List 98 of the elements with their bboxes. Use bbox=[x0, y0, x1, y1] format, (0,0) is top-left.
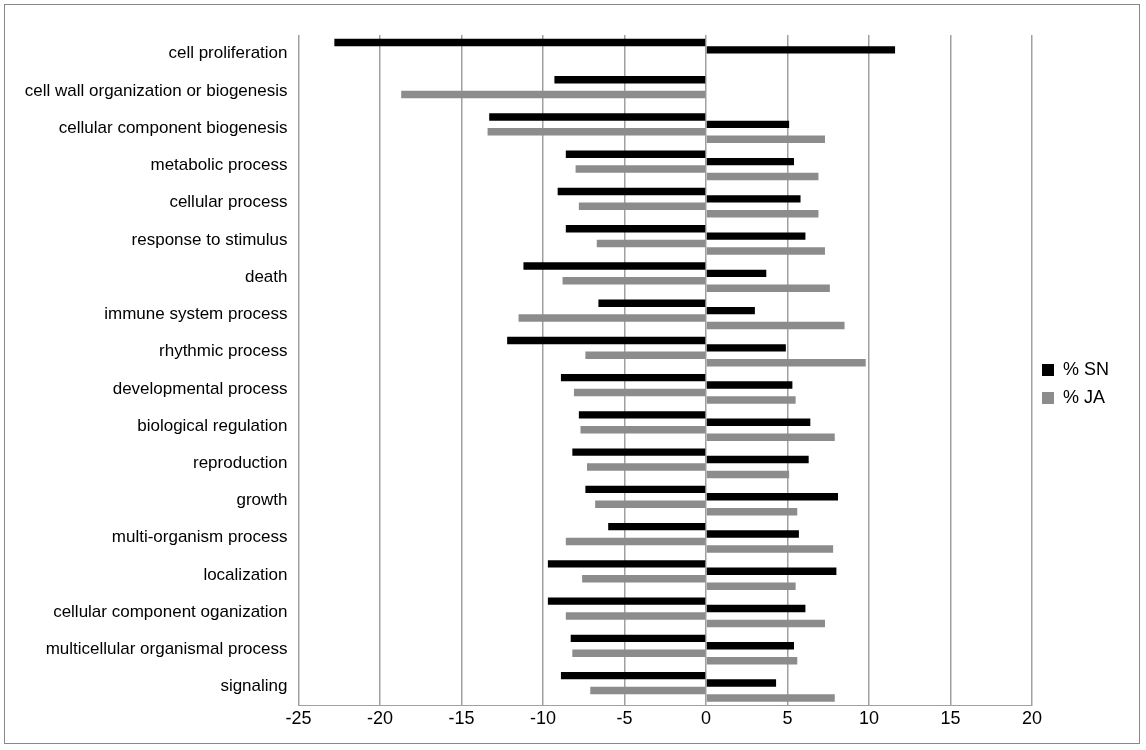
bar bbox=[706, 396, 796, 404]
legend-label: % JA bbox=[1062, 386, 1105, 407]
bar bbox=[334, 38, 706, 47]
bar bbox=[562, 277, 706, 285]
bar bbox=[706, 359, 866, 367]
bar bbox=[518, 314, 706, 322]
bar bbox=[580, 426, 706, 434]
bar bbox=[706, 344, 786, 352]
x-tick-label: 15 bbox=[940, 708, 961, 729]
x-tick-label: 0 bbox=[700, 708, 711, 729]
y-tick-label: biological regulation bbox=[137, 415, 288, 435]
bar bbox=[706, 210, 819, 218]
bar bbox=[578, 411, 706, 419]
bar bbox=[706, 269, 767, 278]
bar bbox=[489, 113, 706, 121]
bar bbox=[596, 239, 706, 248]
y-tick-label: multicellular organismal process bbox=[45, 639, 288, 659]
bar bbox=[706, 306, 755, 315]
x-tick-label: -20 bbox=[366, 708, 394, 729]
bar bbox=[706, 321, 845, 330]
bar bbox=[706, 619, 825, 628]
bar bbox=[573, 388, 706, 397]
y-tick-label: cellular component biogenesis bbox=[58, 117, 288, 137]
bar bbox=[401, 90, 706, 99]
bar bbox=[706, 157, 795, 166]
bar bbox=[560, 373, 706, 382]
y-tick-label: cell proliferation bbox=[168, 43, 288, 63]
bar bbox=[570, 634, 706, 643]
bar bbox=[706, 679, 777, 687]
y-tick-label: signaling bbox=[220, 676, 288, 696]
y-tick-label: cellular process bbox=[169, 192, 288, 212]
bar bbox=[706, 642, 795, 650]
y-tick-label: cell wall organization or biogenesis bbox=[24, 80, 288, 100]
bar bbox=[578, 202, 706, 211]
bar bbox=[706, 694, 835, 702]
bar bbox=[706, 172, 819, 181]
bar bbox=[523, 262, 706, 270]
y-tick-label: metabolic process bbox=[150, 155, 288, 175]
x-tick-label: 5 bbox=[782, 708, 793, 729]
bar bbox=[706, 232, 806, 240]
bar bbox=[547, 560, 706, 568]
bar bbox=[706, 455, 809, 464]
bar bbox=[706, 470, 790, 479]
bar bbox=[582, 575, 706, 583]
bar bbox=[565, 150, 706, 158]
bar bbox=[706, 120, 790, 129]
bar bbox=[706, 418, 811, 427]
bar bbox=[706, 433, 835, 441]
y-tick-label: reproduction bbox=[192, 453, 288, 472]
bar bbox=[706, 247, 825, 255]
bar bbox=[487, 128, 706, 136]
legend-label: % SN bbox=[1062, 358, 1109, 379]
bar bbox=[706, 284, 830, 292]
bar bbox=[706, 493, 839, 501]
y-tick-label: cellular component oganization bbox=[53, 601, 288, 621]
bar bbox=[565, 224, 706, 233]
bar bbox=[587, 463, 706, 471]
bar bbox=[706, 508, 798, 516]
bar bbox=[565, 612, 706, 620]
bar bbox=[590, 686, 706, 695]
y-tick-label: rhythmic process bbox=[159, 341, 288, 361]
y-tick-label: death bbox=[244, 266, 288, 286]
bar bbox=[706, 530, 799, 538]
y-tick-label: growth bbox=[236, 490, 288, 510]
x-tick-label: -10 bbox=[529, 708, 556, 729]
bar bbox=[706, 582, 796, 590]
bar bbox=[560, 671, 706, 680]
bar bbox=[598, 299, 706, 307]
y-tick-label: multi-organism process bbox=[111, 527, 288, 547]
x-tick-label: -5 bbox=[616, 708, 633, 729]
bar bbox=[585, 485, 706, 494]
y-tick-label: immune system process bbox=[104, 304, 288, 324]
bar bbox=[706, 567, 837, 576]
bar bbox=[706, 381, 793, 389]
y-tick-label: localization bbox=[203, 564, 288, 584]
bar bbox=[565, 537, 706, 546]
y-tick-label: response to stimulus bbox=[131, 229, 288, 249]
x-tick-label: 10 bbox=[858, 708, 880, 729]
bar bbox=[706, 656, 798, 665]
bar bbox=[585, 351, 706, 360]
bar bbox=[706, 195, 801, 203]
bar bbox=[706, 604, 806, 613]
bar bbox=[706, 545, 834, 553]
bar bbox=[608, 522, 706, 531]
bar bbox=[575, 165, 706, 173]
x-tick-label: -25 bbox=[285, 708, 312, 729]
x-tick-label: -15 bbox=[448, 708, 475, 729]
bar bbox=[554, 75, 706, 84]
y-tick-label: developmental process bbox=[112, 378, 288, 398]
x-tick-label: 20 bbox=[1021, 708, 1042, 729]
bar bbox=[595, 500, 706, 508]
bar bbox=[706, 46, 896, 54]
bar bbox=[572, 448, 706, 456]
bar bbox=[507, 336, 706, 345]
bar bbox=[572, 649, 706, 657]
bar bbox=[557, 187, 706, 196]
bar bbox=[547, 597, 706, 605]
bar bbox=[706, 135, 825, 144]
